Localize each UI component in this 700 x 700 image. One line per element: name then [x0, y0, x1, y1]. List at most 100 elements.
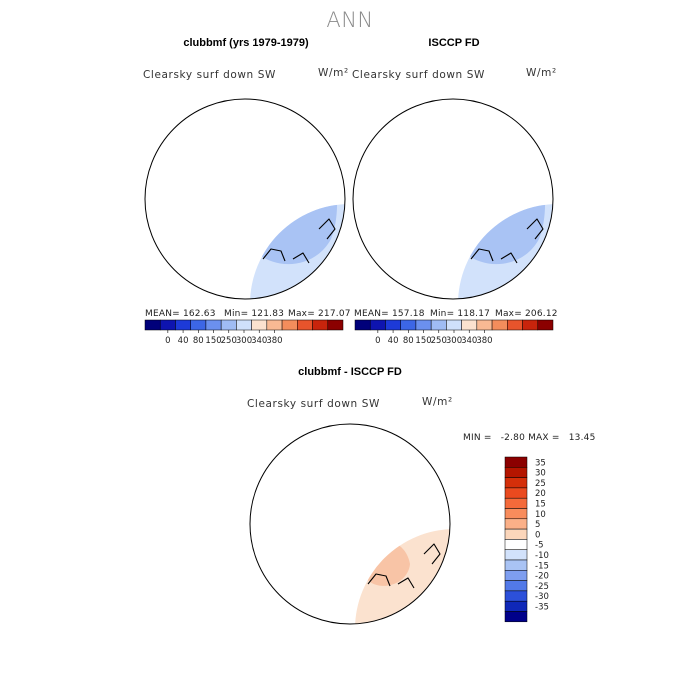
colorbar-tick-label: 0	[165, 336, 170, 346]
field-background	[355, 529, 450, 624]
colorbar-swatch	[430, 319, 447, 331]
colorbar-tick-label: -10	[535, 551, 549, 561]
colorbar-swatch	[369, 319, 386, 331]
panel-3-polar-map	[249, 423, 451, 625]
panel-2-min-stat: Min= 118.17	[430, 309, 491, 319]
coastline	[433, 267, 453, 279]
coastline	[415, 147, 429, 159]
colorbar-swatch	[504, 559, 528, 571]
coastline	[275, 137, 293, 151]
colorbar-swatch	[190, 319, 207, 331]
colorbar-swatch	[354, 319, 371, 331]
panel-3-title: clubbmf - ISCCP FD	[298, 366, 402, 378]
colorbar-swatch	[312, 319, 329, 331]
colorbar-swatch	[281, 319, 298, 331]
colorbar-swatch	[504, 528, 528, 540]
map-fill-group	[367, 119, 553, 299]
colorbar-swatch	[504, 580, 528, 592]
field-warm-patch	[223, 283, 245, 299]
coastline	[367, 163, 379, 171]
colorbar-swatch	[159, 319, 176, 331]
coastline	[227, 147, 243, 159]
coastline	[344, 490, 376, 520]
field-diff-region	[390, 443, 440, 484]
colorbar-swatch	[504, 590, 528, 602]
coastline	[207, 147, 221, 159]
colorbar-swatch	[504, 487, 528, 499]
colorbar-tick-label: -15	[535, 561, 549, 571]
colorbar-swatch	[476, 319, 493, 331]
colorbar-tick-label: 380	[266, 336, 282, 346]
panel-2-polar-map	[352, 98, 554, 300]
colorbar-swatch	[385, 319, 401, 331]
colorbar-swatch	[504, 456, 528, 468]
coastline	[159, 163, 171, 171]
colorbar-tick-label: 340	[461, 336, 477, 346]
coastline	[447, 165, 479, 195]
colorbar-swatch	[504, 497, 528, 509]
panel-1-mean-stat: MEAN= 162.63	[145, 309, 216, 319]
coastline	[241, 127, 259, 141]
colorbar-swatch	[522, 319, 539, 331]
colorbar-tick-label: 25	[535, 479, 546, 489]
colorbar-tick-label: 250	[221, 336, 237, 346]
coastline	[385, 529, 403, 535]
panel-2-variable-label: Clearsky surf down SW	[352, 69, 485, 81]
colorbar-tick-label: 15	[535, 500, 546, 510]
coastline	[301, 157, 315, 173]
field-background	[250, 204, 345, 299]
coastline	[423, 161, 439, 175]
colorbar-tick-label: 30	[535, 469, 546, 479]
colorbar-swatch	[504, 539, 528, 550]
colorbar-swatch	[504, 477, 528, 489]
panel-1-title: clubbmf (yrs 1979-1979)	[183, 37, 309, 49]
coastline	[346, 452, 364, 466]
colorbar-swatch	[507, 319, 523, 331]
coastline	[393, 185, 409, 201]
colorbar-swatch	[504, 549, 528, 561]
coastline	[407, 169, 423, 183]
colorbar-swatch	[537, 319, 554, 331]
field-warm-patch	[533, 119, 553, 149]
colorbar-swatch	[504, 611, 528, 623]
colorbar-swatch	[491, 319, 508, 331]
coastline	[304, 494, 320, 508]
colorbar-swatch	[415, 319, 432, 331]
colorbar-tick-label: 300	[446, 336, 462, 346]
panel-2-units-label: W/m²	[526, 67, 557, 79]
coastline	[449, 127, 467, 141]
colorbar-swatch	[504, 600, 528, 612]
colorbar-tick-label: 80	[403, 336, 414, 346]
coastline	[199, 169, 215, 183]
coastline	[483, 137, 501, 151]
coastline	[280, 204, 298, 210]
colorbar-swatch	[266, 319, 283, 331]
coastline	[320, 486, 336, 500]
coastline	[380, 462, 398, 476]
colorbar-swatch	[251, 319, 268, 331]
coastline	[318, 218, 336, 240]
field-diff-region	[330, 426, 370, 440]
colorbar-tick-label: -25	[535, 582, 549, 592]
coastline	[215, 161, 231, 175]
coastline	[268, 462, 346, 586]
coastline	[371, 137, 449, 261]
coastline	[280, 534, 310, 584]
field-low-region	[250, 204, 338, 265]
colorbar-swatch	[327, 319, 344, 331]
coastline	[163, 137, 241, 261]
colorbar-swatch	[446, 319, 462, 331]
coastline	[312, 472, 326, 484]
coastline	[423, 543, 441, 565]
colorbar-swatch	[504, 508, 528, 520]
field-negative-region	[260, 584, 290, 614]
colorbar-swatch	[504, 467, 528, 478]
colorbar-tick-label: 340	[251, 336, 267, 346]
colorbar-tick-label: 10	[535, 510, 546, 520]
colorbar-tick-label: -30	[535, 592, 549, 602]
coastline	[406, 482, 420, 498]
colorbar-tick-label: 380	[476, 336, 492, 346]
colorbar-tick-label: 150	[205, 336, 221, 346]
